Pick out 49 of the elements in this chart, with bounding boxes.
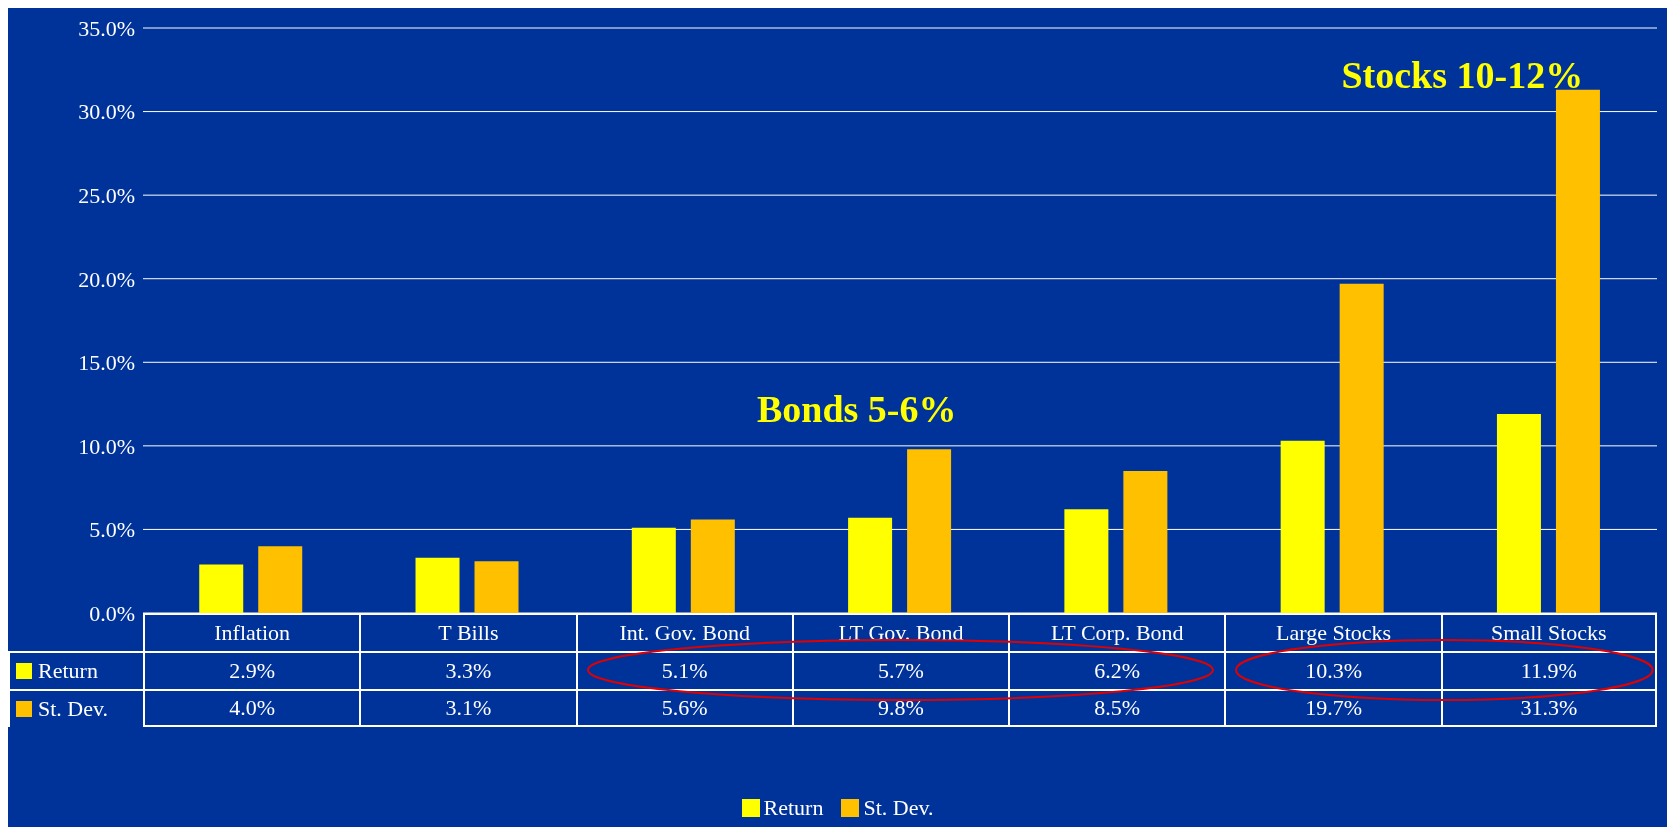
bar	[1123, 470, 1168, 613]
y-tick-label: 20.0%	[78, 266, 135, 292]
bar	[1339, 283, 1384, 613]
data-label: 9.8%	[791, 689, 1009, 727]
bar	[848, 517, 893, 613]
y-tick-label: 0.0%	[89, 600, 135, 626]
x-tick-label: LT Corp. Bond	[1008, 613, 1225, 651]
data-label: 5.1%	[575, 651, 792, 689]
bar	[631, 527, 676, 613]
x-tick-label: Inflation	[143, 613, 360, 651]
y-tick-label: 30.0%	[78, 99, 135, 125]
bar	[907, 449, 952, 613]
bar	[1064, 509, 1109, 613]
data-label: 10.3%	[1224, 651, 1441, 689]
y-tick-label: 10.0%	[78, 433, 135, 459]
x-tick-label: Int. Gov. Bond	[575, 613, 792, 651]
data-label: 4.0%	[143, 689, 360, 727]
data-label: 11.9%	[1440, 651, 1657, 689]
data-label: 6.2%	[1008, 651, 1225, 689]
bar	[258, 546, 303, 613]
x-tick-label: Large Stocks	[1224, 613, 1441, 651]
data-label: 2.9%	[143, 651, 360, 689]
annotation: Bonds 5-6%	[756, 387, 957, 432]
bar	[415, 557, 460, 613]
y-tick-label: 15.0%	[78, 350, 135, 376]
x-tick-label: Small Stocks	[1440, 613, 1657, 651]
bar	[1496, 414, 1541, 613]
data-label: 8.5%	[1008, 689, 1225, 727]
bar	[690, 519, 735, 613]
text: St. Dev.	[863, 795, 934, 820]
x-tick-label: T Bills	[359, 613, 576, 651]
legend-label: Return	[38, 658, 98, 684]
y-tick-label: 5.0%	[89, 517, 135, 543]
data-label: 3.1%	[359, 689, 576, 727]
bar	[199, 564, 244, 613]
annotation: Stocks 10-12%	[1341, 52, 1584, 97]
data-label: 19.7%	[1224, 689, 1441, 727]
text: Return	[763, 795, 824, 820]
bar	[474, 561, 519, 613]
data-label: 3.3%	[359, 651, 576, 689]
bar	[1280, 440, 1325, 613]
legend-label: St. Dev.	[38, 696, 109, 722]
bar	[1555, 89, 1600, 613]
data-label: 5.6%	[575, 689, 792, 727]
data-label: 31.3%	[1440, 689, 1657, 727]
data-label: 5.7%	[791, 651, 1009, 689]
y-tick-label: 35.0%	[78, 15, 135, 41]
y-tick-label: 25.0%	[78, 182, 135, 208]
x-tick-label: LT Gov. Bond	[791, 613, 1009, 651]
